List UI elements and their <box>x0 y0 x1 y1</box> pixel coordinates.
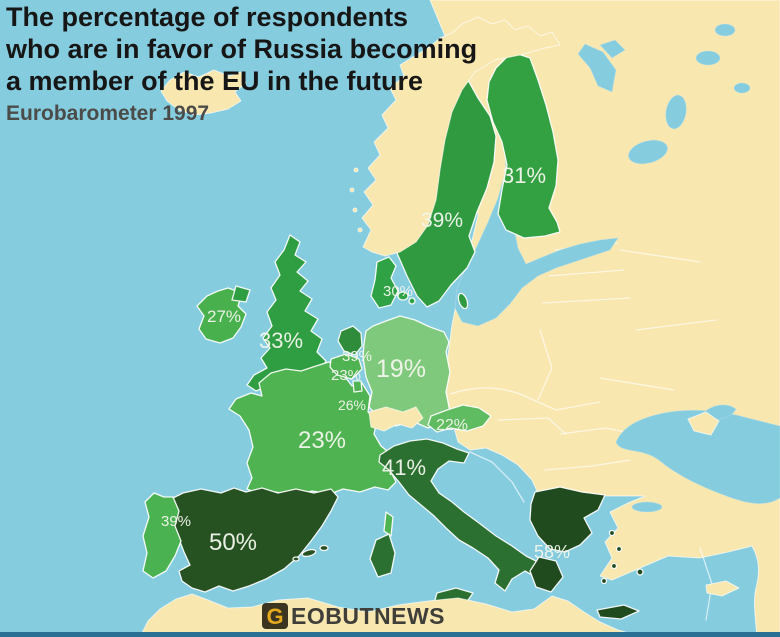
title-line-3: a member of the EU in the future <box>6 66 423 96</box>
label-spain: 50% <box>209 529 257 556</box>
country-ireland <box>196 287 247 344</box>
watermark-g-box <box>262 603 288 629</box>
title-block: The percentage of respondents who are in… <box>5 2 477 125</box>
label-denmark: 30% <box>383 283 413 300</box>
country-portugal <box>142 492 182 579</box>
title-line-2: who are in favor of Russia becoming <box>5 34 477 64</box>
label-belgium: 23% <box>331 367 361 384</box>
percentage-labels: 31% 39% 30% 27% 33% 39% 23% 19% 26% 23% … <box>161 163 570 562</box>
land-cyprus <box>705 580 740 597</box>
land-switzerland <box>368 406 424 432</box>
label-austria: 22% <box>436 417 468 434</box>
watermark: G EOBUTNEWS <box>262 603 445 629</box>
label-ireland: 27% <box>207 307 241 326</box>
watermark-g-letter: G <box>266 604 283 629</box>
label-finland: 31% <box>502 163 546 188</box>
label-united-kingdom: 33% <box>259 328 303 353</box>
country-belgium <box>329 353 363 380</box>
land-crimea <box>687 411 720 436</box>
label-italy: 41% <box>382 455 426 480</box>
country-denmark <box>370 256 416 309</box>
label-luxembourg: 26% <box>338 397 366 413</box>
label-sweden: 39% <box>421 209 463 232</box>
country-greece <box>529 486 644 620</box>
country-luxembourg <box>352 380 363 393</box>
country-netherlands <box>337 325 363 356</box>
land-norway <box>349 16 561 257</box>
bottom-strip <box>0 632 780 637</box>
title-line-1: The percentage of respondents <box>6 2 408 32</box>
label-netherlands: 39% <box>342 348 372 365</box>
label-greece: 58% <box>534 542 570 562</box>
watermark-text: EOBUTNEWS <box>291 603 445 629</box>
label-portugal: 39% <box>161 513 191 530</box>
label-france: 23% <box>298 427 346 454</box>
subtitle: Eurobarometer 1997 <box>6 102 209 125</box>
country-austria <box>427 404 492 433</box>
land-iceland <box>160 69 247 116</box>
white-sea-and-lakes <box>577 23 751 165</box>
label-germany: 19% <box>376 355 426 383</box>
country-finland <box>486 51 561 239</box>
